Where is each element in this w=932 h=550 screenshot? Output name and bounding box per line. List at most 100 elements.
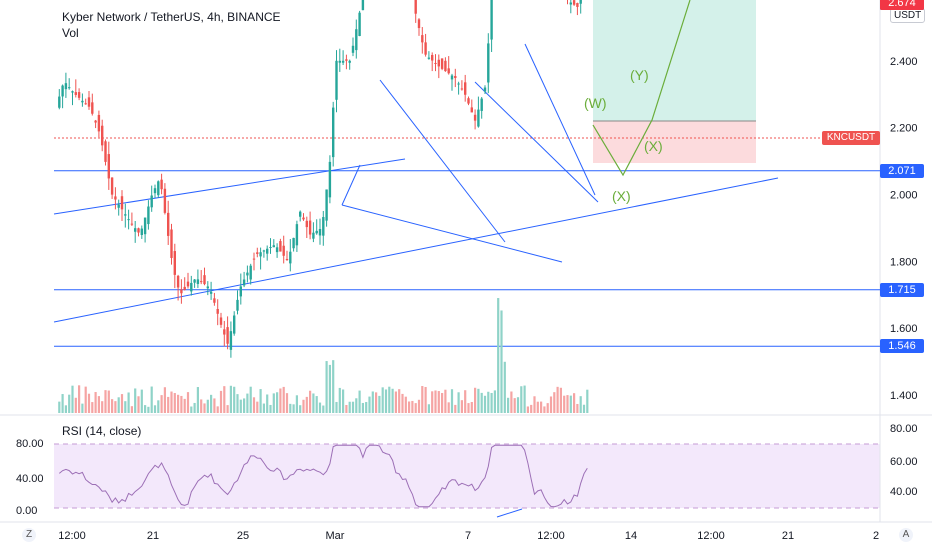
volume-bar — [332, 360, 335, 413]
candle — [110, 177, 114, 195]
zoom-button[interactable]: Z — [22, 528, 36, 542]
volume-bar — [569, 395, 572, 413]
volume-bars — [58, 298, 589, 413]
candle — [196, 279, 200, 284]
volume-bar — [460, 400, 463, 413]
candle — [94, 120, 97, 123]
candle — [480, 98, 483, 111]
candle — [64, 83, 68, 90]
volume-bar — [68, 394, 71, 413]
candle — [140, 228, 143, 235]
candle — [107, 154, 110, 179]
candle — [348, 60, 351, 63]
candle — [355, 29, 358, 51]
rsi-left-tick: 80.00 — [16, 438, 44, 450]
time-axis-ticks: 12:00 21 25 Mar 7 12:00 14 12:00 21 2 — [58, 530, 879, 542]
candle — [176, 275, 180, 288]
candle — [269, 246, 272, 248]
volume-bar — [196, 387, 199, 413]
volume-bar — [322, 405, 325, 413]
time-tick: 2 — [873, 530, 879, 542]
candle — [233, 315, 236, 334]
volume-bar — [219, 390, 223, 413]
volume-bar — [408, 401, 411, 413]
volume-bar — [127, 392, 130, 413]
currency-unit[interactable]: USDT — [890, 8, 926, 23]
candle — [87, 97, 91, 107]
candle — [483, 87, 487, 92]
volume-bar — [417, 399, 421, 413]
volume-bar — [530, 404, 533, 413]
volume-bar — [216, 406, 219, 413]
rising-support-trendline — [53, 177, 779, 323]
candle — [328, 161, 332, 198]
volume-bar — [553, 392, 556, 413]
candle — [576, 3, 579, 7]
volume-bar — [500, 310, 503, 413]
volume-bar — [358, 390, 361, 413]
price-tick: 2.200 — [890, 123, 918, 135]
candle — [437, 59, 440, 67]
profit-zone — [593, 0, 756, 121]
candle — [427, 57, 431, 59]
candle — [473, 114, 477, 121]
candle — [120, 196, 124, 210]
rsi-left-tick: 0.00 — [16, 505, 37, 517]
volume-bar — [309, 390, 312, 413]
volume-bar — [153, 405, 157, 413]
volume-bar — [368, 396, 371, 413]
volume-bar — [384, 389, 388, 413]
rsi-axis-ticks: 80.00 60.00 40.00 — [890, 423, 918, 498]
volume-bar — [186, 392, 190, 413]
candle — [242, 279, 246, 286]
candle — [444, 60, 447, 72]
candle — [434, 62, 437, 64]
candle — [104, 141, 107, 162]
volume-bar — [61, 394, 64, 413]
rsi-divergence-line — [496, 508, 523, 518]
volume-bar — [87, 393, 91, 413]
rsi-tick: 40.00 — [890, 486, 918, 498]
volume-bar — [94, 392, 97, 413]
volume-bar — [474, 387, 477, 413]
volume-bar — [236, 394, 239, 413]
volume-bar — [203, 403, 206, 413]
candle — [226, 327, 229, 344]
volume-bar — [295, 395, 298, 413]
volume-bar — [523, 385, 526, 413]
volume-bar — [312, 393, 315, 413]
candle — [305, 220, 308, 228]
rsi-label: RSI (14, close) — [62, 424, 142, 438]
candle — [252, 258, 256, 260]
volume-bar — [107, 390, 110, 413]
volume-bar — [78, 385, 81, 413]
volume-bar — [193, 402, 196, 413]
price-tag: 2.071 — [880, 163, 924, 178]
rsi-line — [58, 444, 588, 508]
volume-bar — [167, 396, 170, 413]
wave-projection — [592, 0, 691, 177]
candle — [91, 102, 94, 114]
candle — [266, 248, 269, 254]
volume-bar — [299, 405, 302, 413]
volume-bar — [536, 401, 539, 413]
candle — [457, 83, 460, 85]
volume-bar — [130, 406, 133, 413]
volume-bar — [434, 390, 437, 413]
auto-scale-button[interactable]: A — [899, 528, 913, 542]
candle — [477, 109, 480, 127]
volume-bar — [404, 396, 407, 413]
volume-bar — [318, 402, 322, 413]
candle — [157, 181, 160, 196]
volume-bar — [510, 391, 513, 413]
volume-bar — [480, 392, 483, 413]
volume-bar — [345, 404, 348, 413]
candle — [414, 0, 417, 14]
wave-label-y: (Y) — [630, 67, 649, 83]
candle — [279, 241, 282, 252]
candle — [467, 98, 470, 104]
volume-bar — [573, 393, 576, 413]
candle — [114, 196, 117, 200]
candle — [335, 60, 338, 100]
